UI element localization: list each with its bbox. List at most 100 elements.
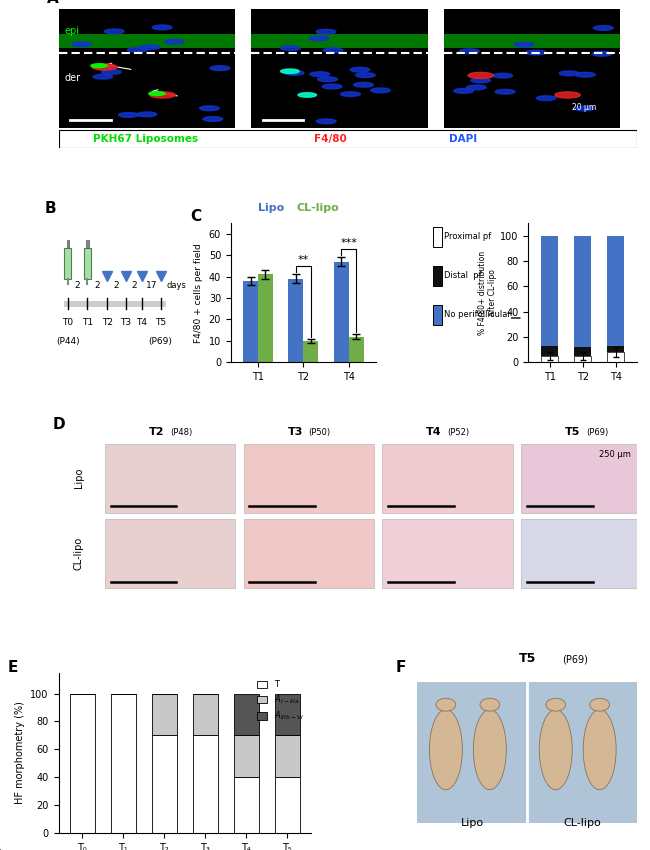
Bar xyxy=(152,694,177,735)
Circle shape xyxy=(152,25,172,30)
Circle shape xyxy=(559,71,579,76)
Bar xyxy=(58,8,235,128)
Text: (P52): (P52) xyxy=(448,428,470,437)
Text: CL-lipo: CL-lipo xyxy=(296,203,339,213)
Circle shape xyxy=(203,116,223,122)
Text: T3: T3 xyxy=(120,318,131,326)
Bar xyxy=(64,301,166,307)
Circle shape xyxy=(137,112,157,116)
Circle shape xyxy=(91,64,107,68)
Ellipse shape xyxy=(436,699,456,711)
Text: T4: T4 xyxy=(426,428,442,437)
Text: 20 μm: 20 μm xyxy=(572,103,597,111)
Bar xyxy=(541,346,558,356)
Y-axis label: HF morphometry (%): HF morphometry (%) xyxy=(15,701,25,804)
Circle shape xyxy=(322,84,342,89)
Circle shape xyxy=(514,42,534,47)
Text: 17: 17 xyxy=(146,280,157,290)
Text: Lipo: Lipo xyxy=(461,819,484,828)
Circle shape xyxy=(200,106,219,110)
Circle shape xyxy=(298,93,317,97)
Bar xyxy=(521,444,650,513)
Text: -: - xyxy=(286,849,289,850)
Bar xyxy=(244,519,374,588)
Ellipse shape xyxy=(546,699,566,711)
Bar xyxy=(348,337,363,362)
Bar xyxy=(86,240,88,248)
Circle shape xyxy=(575,106,594,110)
Circle shape xyxy=(281,46,300,50)
Ellipse shape xyxy=(590,699,610,711)
Circle shape xyxy=(316,30,336,34)
Bar xyxy=(58,130,637,148)
Circle shape xyxy=(210,65,230,71)
Circle shape xyxy=(467,85,486,90)
Ellipse shape xyxy=(430,710,462,790)
Bar xyxy=(607,352,624,362)
Circle shape xyxy=(101,70,121,74)
Circle shape xyxy=(119,112,138,117)
Text: (P69): (P69) xyxy=(562,654,588,665)
Bar xyxy=(234,777,259,833)
Text: 2: 2 xyxy=(131,280,136,290)
Text: T2: T2 xyxy=(101,318,112,326)
Bar xyxy=(70,694,95,833)
Text: Lipo: Lipo xyxy=(73,468,84,489)
Circle shape xyxy=(350,67,370,72)
Text: E: E xyxy=(8,660,18,675)
Ellipse shape xyxy=(480,699,500,711)
Text: 2: 2 xyxy=(114,280,120,290)
Bar xyxy=(111,694,136,833)
Bar xyxy=(575,347,591,356)
Circle shape xyxy=(310,71,330,76)
Bar xyxy=(244,444,374,513)
Circle shape xyxy=(92,64,118,71)
Bar xyxy=(66,240,69,248)
Circle shape xyxy=(323,48,343,53)
Text: +: + xyxy=(242,849,250,850)
Text: (P69): (P69) xyxy=(149,337,172,346)
Text: Distal  pf: Distal pf xyxy=(444,271,482,280)
Bar xyxy=(258,275,273,362)
Ellipse shape xyxy=(583,710,616,790)
Circle shape xyxy=(536,96,556,100)
Circle shape xyxy=(526,50,545,55)
Text: F4/80: F4/80 xyxy=(314,134,346,144)
Circle shape xyxy=(317,119,336,124)
Circle shape xyxy=(284,71,304,76)
Text: D: D xyxy=(53,417,66,433)
Bar xyxy=(433,266,441,286)
Y-axis label: % F4/80+ distribution
after CL-lipo: % F4/80+ distribution after CL-lipo xyxy=(478,251,497,335)
Bar xyxy=(84,248,91,279)
Text: T1: T1 xyxy=(82,318,93,326)
Bar xyxy=(444,34,620,48)
Text: No perifollicular: No perifollicular xyxy=(444,310,511,320)
Bar xyxy=(541,235,558,346)
Text: CL-lipo: CL-lipo xyxy=(73,537,84,570)
Circle shape xyxy=(493,73,512,78)
Legend: T, $A_{I-IIIa}$, $A_{IIIb-VI}$: T, $A_{I-IIIa}$, $A_{IIIb-VI}$ xyxy=(254,677,307,726)
Bar xyxy=(193,694,218,735)
Circle shape xyxy=(555,92,580,98)
Bar xyxy=(607,235,624,346)
Bar xyxy=(275,694,300,735)
Text: T5: T5 xyxy=(155,318,166,326)
Circle shape xyxy=(105,29,124,34)
Circle shape xyxy=(127,48,147,52)
Circle shape xyxy=(96,65,115,70)
Text: -: - xyxy=(203,849,207,850)
Circle shape xyxy=(460,48,479,54)
Circle shape xyxy=(593,26,613,31)
Bar xyxy=(607,346,624,352)
Bar xyxy=(382,444,513,513)
Bar xyxy=(433,305,441,325)
Text: T5: T5 xyxy=(519,652,536,665)
Text: A: A xyxy=(47,0,58,6)
Bar xyxy=(289,279,304,362)
Circle shape xyxy=(370,88,391,93)
Text: 2: 2 xyxy=(94,280,100,290)
Circle shape xyxy=(164,39,184,44)
Bar xyxy=(152,735,177,833)
Text: (P50): (P50) xyxy=(309,428,331,437)
Text: CL-lipo: CL-lipo xyxy=(563,819,601,828)
